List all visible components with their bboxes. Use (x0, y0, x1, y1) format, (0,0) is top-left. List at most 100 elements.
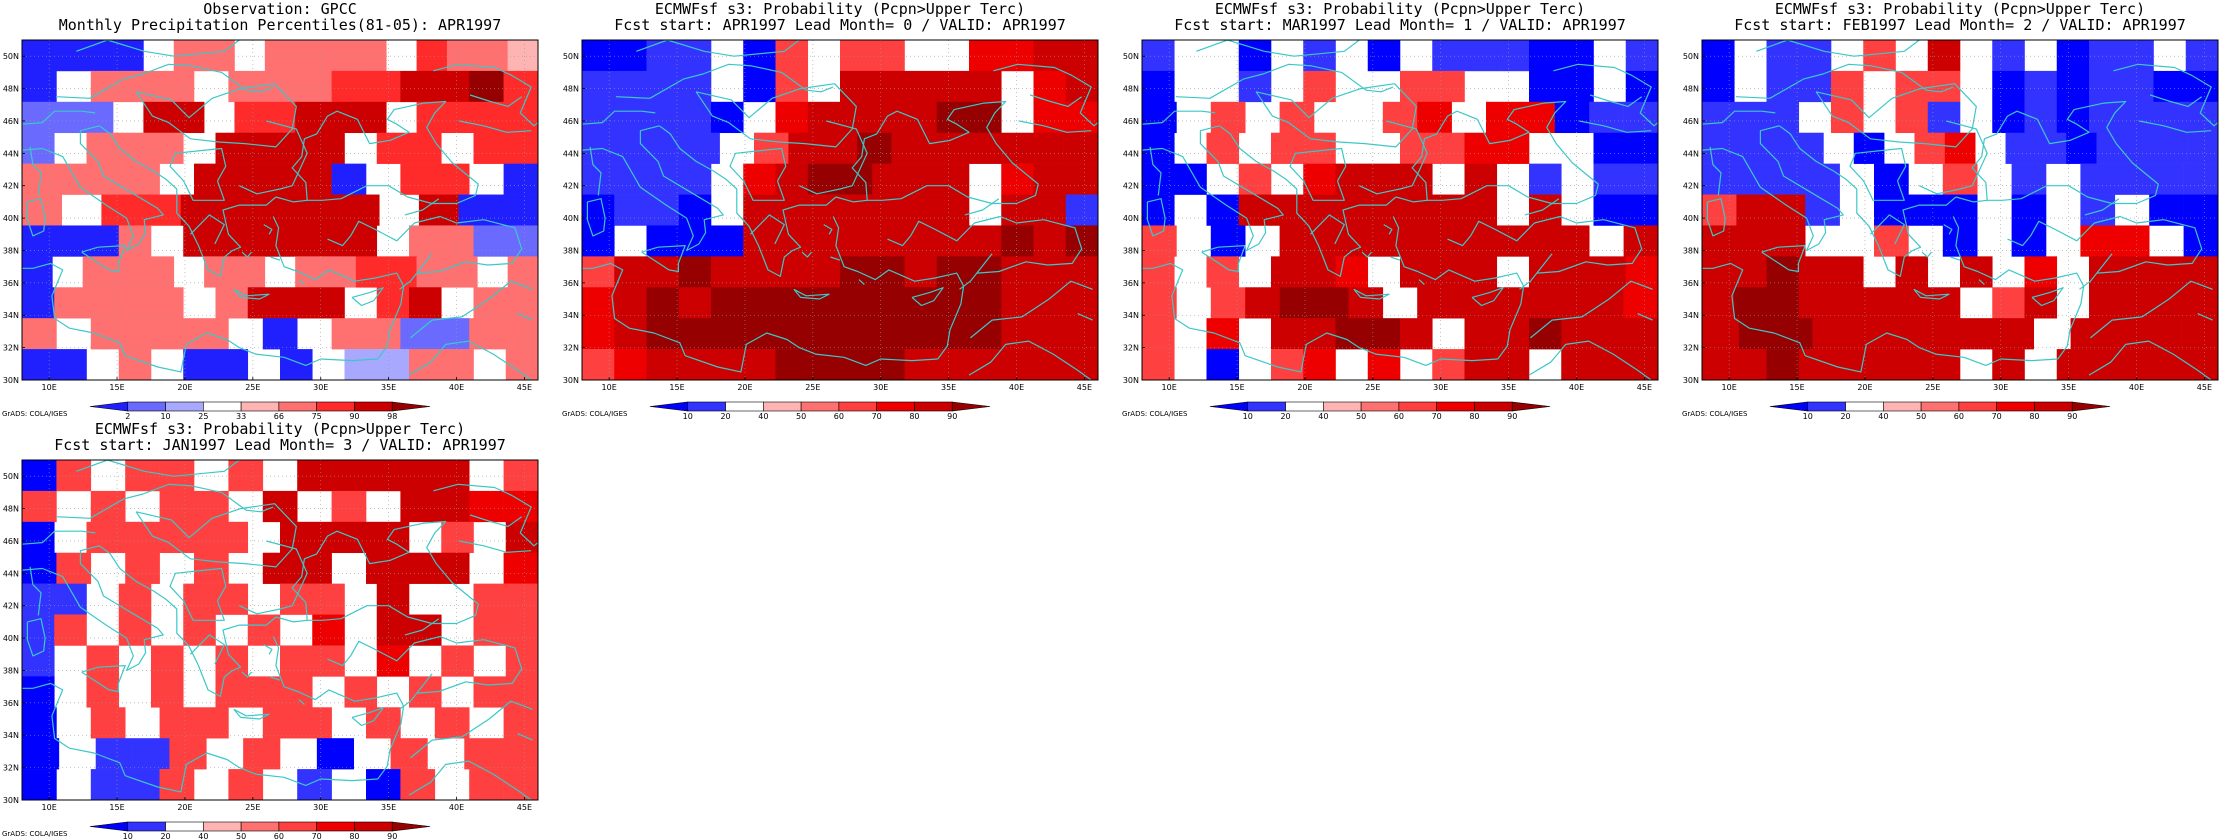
lon-tick-label: 20E (1297, 383, 1312, 392)
coastline (459, 540, 532, 553)
grid-cell (1593, 349, 1627, 380)
grid-cell (1623, 225, 1658, 257)
lat-tick-label: 34N (1123, 311, 1139, 320)
lat-tick-label: 38N (563, 246, 579, 255)
grid-cell (1923, 318, 1961, 350)
grid-cell (1960, 256, 1993, 288)
colorbar-swatch (1474, 401, 1513, 412)
colorbar: 2 10 25 33 66 75 90 98 (89, 401, 431, 420)
lat-tick-label: 42N (3, 602, 19, 611)
coastline (799, 120, 868, 195)
grid-cell (469, 70, 504, 103)
grid-cell (969, 40, 1002, 72)
grid-cell (507, 40, 538, 72)
colorbar-swatch (1323, 401, 1362, 412)
grads-credit: GrADS: COLA/IGES (2, 830, 68, 838)
grid-cell (1520, 225, 1556, 257)
colorbar-tick-label: 80 (1469, 412, 1479, 420)
grid-cell (1335, 256, 1369, 288)
grid-cell (295, 101, 326, 134)
grid-cell (159, 318, 195, 350)
coastline (511, 75, 538, 127)
grid-cell (1065, 163, 1098, 195)
grid-cell (1063, 132, 1098, 164)
coastline (26, 198, 46, 237)
lat-tick-label: 46N (3, 537, 19, 546)
grid-cell (22, 738, 60, 770)
graticule (582, 40, 1098, 381)
colorbar-tick-label: 10 (1803, 412, 1813, 420)
grid-cell (1738, 318, 1777, 350)
coastline (1637, 313, 1653, 321)
grid-cell (614, 101, 647, 134)
colorbar-tick-label: 80 (349, 832, 359, 840)
grid-cell (1766, 256, 1800, 288)
lat-tick-label: 48N (1123, 85, 1139, 94)
coastline (1142, 110, 1216, 125)
grid-cell (2080, 163, 2116, 195)
lon-tick-label: 40E (449, 803, 464, 812)
colorbar-swatch (1958, 401, 1997, 412)
grid-cell (872, 163, 905, 195)
grid-cell (204, 256, 235, 288)
grid-cell (2056, 349, 2090, 380)
grid-cell (614, 349, 647, 380)
grid-cell (775, 287, 809, 319)
grid-cell (1942, 194, 1978, 226)
coastline (459, 120, 532, 133)
grid-cell (840, 163, 873, 195)
coastline (1175, 63, 1394, 99)
grid-cell (1992, 349, 2025, 380)
grid-cell (646, 40, 680, 72)
grid-cell (159, 769, 195, 800)
lon-tick-label: 25E (1925, 383, 1940, 392)
grid-cell (183, 614, 216, 646)
grid-cell (113, 40, 144, 72)
lat-tick-label: 36N (1683, 279, 1699, 288)
lat-tick-label: 36N (563, 279, 579, 288)
grid-cell (1033, 256, 1067, 288)
colorbar-swatch (316, 821, 355, 832)
coastline (1779, 125, 1957, 277)
grid-cell (775, 101, 809, 134)
coastline (1761, 245, 1806, 273)
grid-cell (473, 583, 507, 615)
colorbar-tick-label: 20 (160, 832, 170, 840)
grid-cell (1992, 101, 2025, 134)
grid-cell (262, 490, 298, 523)
grid-cell (872, 256, 905, 288)
grid-cell (409, 349, 442, 380)
coastline (1359, 120, 1428, 195)
colorbar-swatch (876, 401, 915, 412)
grid-cell (2153, 349, 2187, 380)
grid-cell (2011, 163, 2047, 195)
lon-tick-label: 15E (1229, 383, 1244, 392)
grid-cell (56, 460, 92, 492)
grid-cell (2089, 40, 2122, 72)
colorbar-tick-label: 70 (872, 412, 882, 420)
grid-cell (1927, 349, 1961, 380)
lat-tick-label: 48N (3, 505, 19, 514)
lon-tick-label: 30E (313, 383, 328, 392)
coastline (1201, 245, 1246, 273)
colorbar-swatch (649, 401, 689, 412)
colorbar-tick-label: 80 (909, 412, 919, 420)
grid-cell (969, 349, 1002, 380)
grid-cell (1279, 225, 1315, 257)
grid-cell (316, 738, 355, 770)
lon-tick-label: 25E (245, 383, 260, 392)
coastline (1146, 198, 1166, 237)
grid-cell (1625, 132, 1658, 164)
grid-cell (904, 318, 938, 350)
grid-cell (400, 460, 436, 492)
colorbar-swatch (1247, 401, 1286, 412)
coastline (263, 644, 273, 655)
graticule (1702, 40, 2218, 381)
grid-cell (1529, 70, 1562, 103)
grid-cell (355, 40, 387, 72)
grid-cell (280, 676, 313, 708)
colorbar-tick-label: 50 (1356, 412, 1366, 420)
colorbar-swatch (687, 401, 726, 412)
coastline (1447, 235, 1472, 247)
grid-cell (1770, 194, 1806, 226)
